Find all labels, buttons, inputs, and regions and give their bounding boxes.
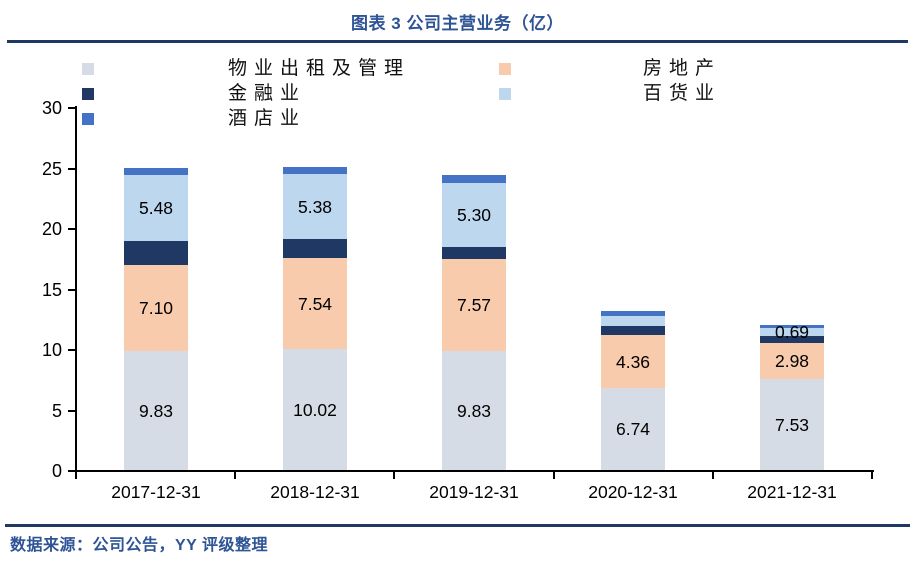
bar-segment-百货业 (760, 328, 824, 336)
x-axis-label: 2021-12-31 (747, 482, 837, 502)
y-axis-line (75, 106, 77, 472)
bar-segment-物业出租及管理 (442, 351, 506, 470)
bar-value-label: 9.83 (456, 401, 492, 421)
bar-segment-房地产 (760, 343, 824, 379)
bar-segment-金融业 (601, 326, 665, 335)
data-source: 数据来源：公司公告，YY 评级整理 (10, 537, 269, 554)
legend-label-3: 百货业 (643, 82, 722, 104)
y-tick (68, 228, 76, 230)
bar-segment-酒店业 (124, 168, 188, 175)
bar-value-label: 7.57 (456, 295, 492, 315)
bar-segment-酒店业 (760, 325, 824, 328)
y-tick (68, 410, 76, 412)
bar-segment-房地产 (124, 265, 188, 351)
y-tick-label: 20 (41, 219, 62, 239)
bar-segment-房地产 (601, 335, 665, 388)
bar-segment-百货业 (442, 183, 506, 247)
y-tick-label: 25 (41, 159, 62, 179)
x-axis-label: 2017-12-31 (111, 482, 201, 502)
x-tick (393, 472, 395, 479)
x-tick (871, 472, 873, 479)
x-tick (712, 472, 714, 479)
bar-segment-物业出租及管理 (760, 379, 824, 470)
bar-value-label: 5.48 (138, 198, 174, 218)
y-tick (68, 289, 76, 291)
bar-value-label: 4.36 (615, 352, 651, 372)
y-tick-label: 30 (41, 98, 62, 118)
legend-swatch-0 (82, 63, 94, 75)
y-tick-label: 15 (41, 280, 62, 300)
bar-segment-金融业 (124, 241, 188, 265)
y-tick (68, 168, 76, 170)
bar-segment-物业出租及管理 (124, 351, 188, 470)
bar-segment-金融业 (283, 239, 347, 258)
bar-value-label: 6.74 (615, 419, 651, 439)
footer-rule (5, 524, 910, 527)
x-tick (553, 472, 555, 479)
x-axis-label: 2018-12-31 (270, 482, 360, 502)
bar-segment-房地产 (442, 259, 506, 351)
legend-label-4: 酒店业 (228, 107, 307, 129)
legend-label-2: 金融业 (228, 82, 307, 104)
bar-value-label: 9.83 (138, 401, 174, 421)
legend-swatch-1 (499, 63, 511, 75)
bar-value-label: 2.98 (774, 351, 810, 371)
chart-title: 图表 3 公司主营业务（亿） (351, 14, 564, 33)
bar-segment-物业出租及管理 (601, 388, 665, 470)
legend-swatch-3 (499, 88, 511, 100)
y-tick-label: 10 (41, 340, 62, 360)
bar-value-label: 7.53 (774, 415, 810, 435)
bar-value-label: 10.02 (293, 400, 337, 420)
x-tick (75, 472, 77, 479)
bar-segment-酒店业 (601, 311, 665, 316)
legend-label-1: 房地产 (643, 57, 722, 79)
bar-segment-物业出租及管理 (283, 349, 347, 470)
y-tick-label: 5 (51, 401, 62, 421)
bar-segment-百货业 (601, 316, 665, 326)
x-tick (234, 472, 236, 479)
x-axis-label: 2020-12-31 (588, 482, 678, 502)
legend-swatch-4 (82, 113, 94, 125)
bar-segment-百货业 (283, 174, 347, 239)
bar-value-label: 7.10 (138, 298, 174, 318)
bar-segment-酒店业 (283, 167, 347, 174)
legend-swatch-2 (82, 88, 94, 100)
y-tick (68, 349, 76, 351)
bar-segment-房地产 (283, 258, 347, 349)
x-axis-label: 2019-12-31 (429, 482, 519, 502)
y-tick (68, 107, 76, 109)
bar-value-label: 0.69 (774, 322, 810, 342)
bar-segment-金融业 (760, 336, 824, 343)
legend-label-0: 物业出租及管理 (228, 57, 411, 79)
bar-segment-百货业 (124, 175, 188, 241)
y-tick (68, 470, 76, 472)
bar-value-label: 5.38 (297, 197, 333, 217)
title-rule (7, 40, 908, 43)
bar-segment-酒店业 (442, 175, 506, 183)
y-tick-label: 0 (51, 461, 62, 481)
bar-segment-金融业 (442, 247, 506, 259)
bar-value-label: 7.54 (297, 294, 333, 314)
bar-value-label: 5.30 (456, 205, 492, 225)
x-axis-line (68, 470, 874, 472)
